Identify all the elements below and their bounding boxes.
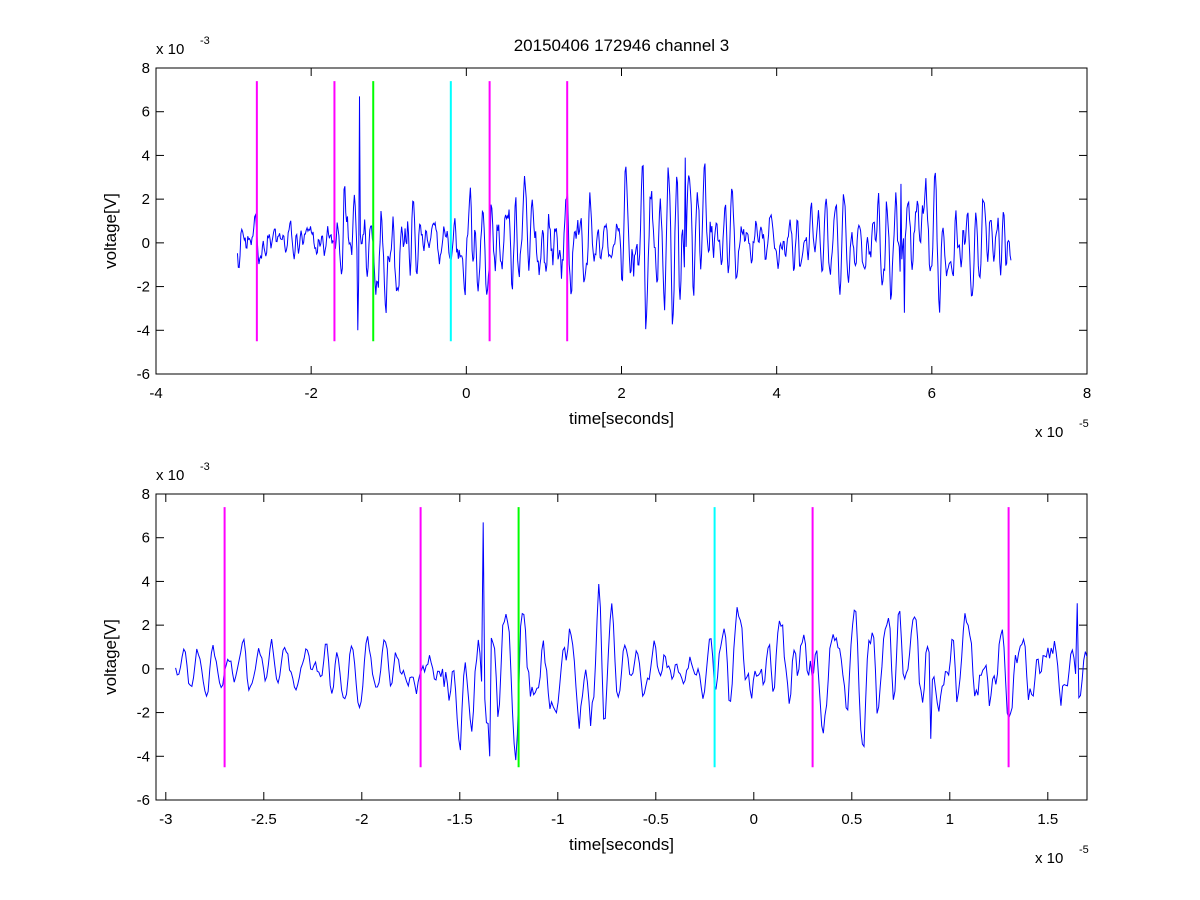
- y-exponent-label: x 10 -3: [156, 461, 210, 484]
- y-exponent-power: -3: [200, 35, 210, 47]
- y-tick-label: 2: [142, 191, 150, 208]
- x-exponent-base: x 10: [1035, 850, 1063, 867]
- y-tick-label: 6: [142, 104, 150, 121]
- x-tick-label: 0: [462, 385, 470, 402]
- y-tick-label: -2: [137, 705, 150, 722]
- x-tick-label: -0.5: [643, 811, 669, 828]
- x-tick-label: -1.5: [447, 811, 473, 828]
- y-exponent-power: -3: [200, 461, 210, 473]
- x-tick-label: 1.5: [1037, 811, 1058, 828]
- x-tick-label: -2: [304, 385, 317, 402]
- y-axis-label: voltage[V]: [101, 193, 120, 269]
- x-tick-label: -1: [551, 811, 564, 828]
- top-chart: 20150406 172946 channel 3 time[seconds] …: [101, 35, 1091, 441]
- x-tick-label: 1: [946, 811, 954, 828]
- x-tick-label: 8: [1083, 385, 1091, 402]
- y-tick-label: 8: [142, 486, 150, 503]
- axes-frame: -3 -2.5 -2 -1.5 -1 -0.5 0 0.5 1 1.5 -6 -4 -2 0 2 4 6 8: [137, 486, 1088, 828]
- y-tick-label: 0: [142, 235, 150, 252]
- chart-title: 20150406 172946 channel 3: [514, 36, 730, 55]
- y-exponent-label: x 10 -3: [156, 35, 210, 58]
- x-tick-label: -3: [159, 811, 172, 828]
- y-tick-label: -4: [137, 322, 150, 339]
- x-tick-label: 4: [772, 385, 780, 402]
- x-exponent-power: -5: [1079, 418, 1089, 430]
- x-tick-label: 6: [928, 385, 936, 402]
- x-exponent-label: x 10 -5: [1035, 844, 1089, 867]
- x-tick-label: -2.5: [251, 811, 277, 828]
- x-tick-label: -4: [149, 385, 162, 402]
- y-tick-label: 0: [142, 661, 150, 678]
- x-tick-label: 2: [617, 385, 625, 402]
- y-exponent-base: x 10: [156, 41, 184, 58]
- x-axis-label: time[seconds]: [569, 409, 674, 428]
- x-tick-label: 0: [750, 811, 758, 828]
- x-exponent-base: x 10: [1035, 424, 1063, 441]
- signal-trace: [236, 96, 1012, 331]
- x-axis-label: time[seconds]: [569, 835, 674, 854]
- y-tick-label: 4: [142, 147, 150, 164]
- y-axis-label: voltage[V]: [101, 619, 120, 695]
- y-tick-label: 8: [142, 60, 150, 77]
- x-tick-label: 0.5: [841, 811, 862, 828]
- y-tick-label: 4: [142, 573, 150, 590]
- signal-trace: [175, 522, 1087, 761]
- y-tick-label: -2: [137, 279, 150, 296]
- y-tick-label: 6: [142, 530, 150, 547]
- x-tick-label: -2: [355, 811, 368, 828]
- y-tick-label: -4: [137, 748, 150, 765]
- axes-frame: -4 -2 0 2 4 6 8 -6 -4 -2 0 2 4 6 8: [137, 60, 1092, 402]
- x-exponent-label: x 10 -5: [1035, 418, 1089, 441]
- bottom-chart: time[seconds] voltage[V] x 10 -3 x 10 -5…: [101, 461, 1089, 867]
- y-tick-label: 2: [142, 617, 150, 634]
- y-tick-label: -6: [137, 366, 150, 383]
- y-tick-label: -6: [137, 792, 150, 809]
- x-exponent-power: -5: [1079, 844, 1089, 856]
- y-exponent-base: x 10: [156, 467, 184, 484]
- plot-area-border: [155, 493, 1088, 801]
